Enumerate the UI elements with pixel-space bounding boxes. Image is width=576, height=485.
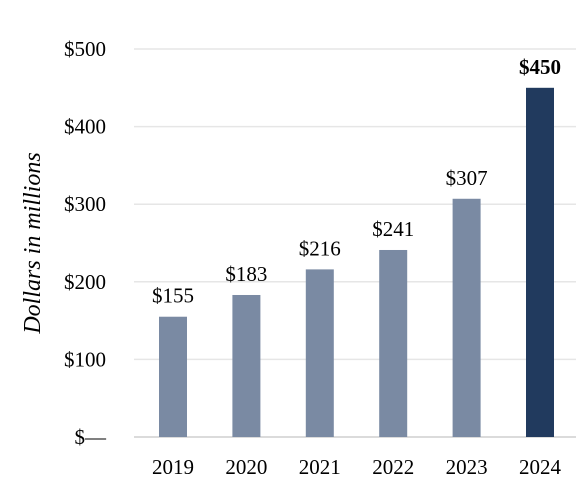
- data-label-2023: $307: [446, 166, 488, 190]
- x-tick-label: 2019: [152, 455, 194, 479]
- x-axis-ticks: 2019 2020 2021 2022 2023 2024: [152, 455, 562, 479]
- y-axis-title: Dollars in millions: [20, 152, 46, 334]
- data-label-2021: $216: [299, 236, 341, 260]
- bar-2022: [379, 249, 408, 437]
- x-tick-label: 2021: [299, 455, 341, 479]
- data-label-2019: $155: [152, 284, 194, 308]
- y-tick-label: $400: [64, 115, 106, 139]
- data-labels: $155 $183 $216 $241 $307 $450: [152, 55, 561, 308]
- bar-2020: [232, 294, 261, 437]
- x-tick-label: 2022: [372, 455, 414, 479]
- data-label-2020: $183: [225, 262, 267, 286]
- bar-2019: [159, 316, 187, 437]
- x-tick-label: 2020: [225, 455, 267, 479]
- data-label-2022: $241: [372, 217, 414, 241]
- bars: [159, 87, 554, 438]
- y-axis-ticks: $— $100 $200 $300 $400 $500: [64, 37, 107, 449]
- y-tick-label: $300: [64, 192, 106, 216]
- y-tick-label: $100: [64, 347, 106, 371]
- y-tick-label: $500: [64, 37, 106, 61]
- grid-layer: [134, 48, 576, 438]
- x-tick-label: 2024: [519, 455, 562, 479]
- x-tick-label: 2023: [446, 455, 488, 479]
- y-tick-label: $—: [75, 425, 108, 449]
- y-tick-label: $200: [64, 270, 106, 294]
- bar-2021: [305, 269, 334, 437]
- data-label-2024: $450: [519, 55, 561, 79]
- bar-2024: [526, 87, 554, 438]
- bar-2023: [452, 198, 481, 437]
